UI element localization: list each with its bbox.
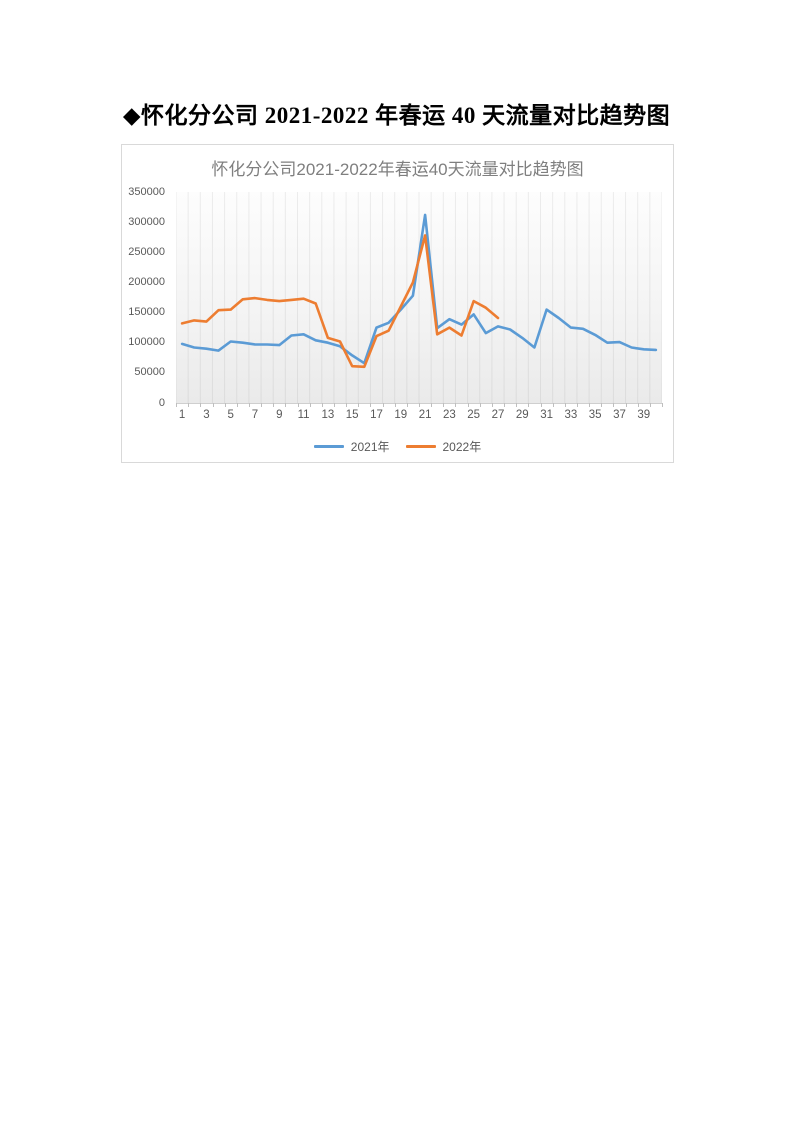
- x-tick-label: 23: [442, 409, 456, 421]
- x-tick-label: 35: [588, 409, 602, 421]
- chart-title: 怀化分公司2021-2022年春运40天流量对比趋势图: [211, 160, 584, 179]
- axis-tick: [479, 403, 481, 407]
- axis-tick: [491, 403, 493, 407]
- legend-swatch-2021年: [313, 445, 344, 448]
- x-tick-label: 29: [515, 409, 529, 421]
- axis-tick: [285, 403, 287, 407]
- axis-tick: [188, 403, 190, 407]
- axis-tick: [589, 403, 591, 407]
- axis-tick: [394, 403, 396, 407]
- axis-tick: [370, 403, 372, 407]
- y-tick-label: 0: [158, 396, 165, 409]
- y-tick-label: 300000: [128, 215, 165, 228]
- plot-area: [176, 192, 662, 404]
- axis-tick: [601, 403, 603, 407]
- axis-tick: [346, 403, 348, 407]
- x-tick-label: 15: [345, 409, 359, 421]
- y-tick-label: 350000: [128, 185, 165, 198]
- axis-tick: [504, 403, 506, 407]
- legend-label: 2022年: [442, 440, 482, 454]
- legend-label: 2021年: [350, 440, 390, 454]
- axis-tick: [516, 403, 518, 407]
- chart-legend: 2021年 2022年: [122, 438, 673, 455]
- x-tick-label: 11: [297, 409, 310, 421]
- axis-tick: [564, 403, 566, 407]
- legend-item: 2022年: [405, 438, 482, 455]
- axis-tick: [443, 403, 445, 407]
- x-tick-label: 3: [203, 409, 210, 421]
- y-tick-label: 200000: [128, 275, 165, 288]
- x-tick-label: 19: [394, 409, 408, 421]
- axis-tick: [613, 403, 615, 407]
- axis-tick: [649, 403, 651, 407]
- axis-tick: [273, 403, 275, 407]
- line-series-2022年: [180, 234, 500, 369]
- x-tick-label: 33: [564, 409, 578, 421]
- axis-tick: [419, 403, 420, 407]
- axis-tick: [552, 403, 554, 407]
- x-tick-label: 7: [251, 409, 259, 421]
- axis-tick: [431, 403, 433, 407]
- y-tick-label: 250000: [128, 245, 165, 258]
- x-tick-label: 13: [321, 409, 335, 421]
- x-tick-label: 5: [227, 409, 234, 421]
- axis-tick: [540, 403, 542, 407]
- x-tick-label: 21: [418, 409, 432, 421]
- x-tick-label: 1: [178, 409, 186, 421]
- doc-title: ◆怀化分公司 2021-2022 年春运 40 天流量对比趋势图: [122, 103, 671, 128]
- axis-tick: [382, 403, 384, 407]
- x-axis: 1 3 5 7 9 11 13 15 17 19 21 23 25 27 29 31 33 35 37 39: [176, 409, 662, 425]
- axis-tick: [212, 403, 214, 407]
- y-tick-label: 50000: [134, 366, 165, 379]
- y-tick-label: 150000: [128, 306, 165, 319]
- axis-tick: [321, 403, 323, 407]
- chart-card: 怀化分公司2021-2022年春运40天流量对比趋势图 0 50000 100000…: [121, 144, 674, 463]
- line-series-svg: [176, 192, 662, 403]
- axis-tick: [662, 403, 663, 407]
- axis-tick: [224, 403, 226, 407]
- x-tick-label: 27: [491, 409, 505, 421]
- axis-tick: [406, 403, 408, 407]
- legend-swatch-2022年: [405, 445, 436, 448]
- axis-tick: [200, 403, 202, 407]
- x-tick-label: 9: [276, 409, 283, 421]
- axis-tick: [625, 403, 627, 407]
- axis-tick: [309, 403, 311, 407]
- legend-item: 2021年: [313, 438, 390, 455]
- axis-tick: [248, 403, 250, 407]
- y-axis: 0 50000 100000 150000 200000 250000 300000 3500…: [122, 186, 170, 409]
- axis-tick: [176, 403, 177, 407]
- axis-tick: [455, 403, 457, 407]
- axis-tick: [333, 403, 335, 407]
- axis-tick: [637, 403, 639, 407]
- x-tick-label: 37: [613, 409, 626, 421]
- axis-tick: [528, 403, 530, 407]
- axis-tick: [297, 403, 299, 407]
- axis-tick: [236, 403, 238, 407]
- axis-tick: [261, 403, 262, 407]
- y-tick-label: 100000: [128, 336, 165, 349]
- x-axis-ticks: [176, 403, 663, 408]
- x-tick-label: 17: [370, 409, 383, 421]
- axis-tick: [467, 403, 469, 407]
- x-tick-label: 31: [540, 409, 553, 421]
- axis-tick: [358, 403, 360, 407]
- axis-tick: [576, 403, 578, 407]
- x-tick-label: 25: [467, 409, 481, 421]
- x-tick-label: 39: [637, 409, 651, 421]
